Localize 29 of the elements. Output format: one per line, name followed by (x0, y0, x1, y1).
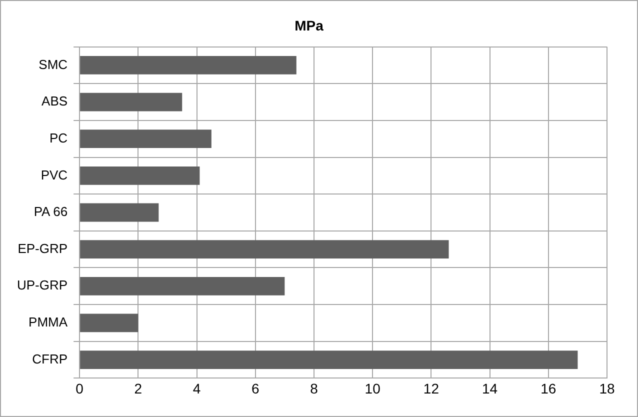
x-tick-label: 14 (482, 380, 498, 396)
bar (80, 130, 212, 148)
y-tick-label: ABS (42, 94, 68, 109)
y-tick-label: PA 66 (34, 204, 68, 220)
bar (80, 56, 296, 74)
y-tick-label: EP-GRP (18, 240, 68, 256)
y-tick-label: PMMA (28, 314, 68, 330)
bar (80, 92, 182, 112)
bar (80, 350, 578, 369)
chart-title: MPa (294, 17, 324, 34)
y-tick-label: CFRP (32, 351, 68, 366)
bar (80, 276, 285, 296)
x-tick-label: 12 (423, 380, 440, 396)
bar (80, 314, 138, 332)
x-tick-label: 2 (134, 380, 142, 396)
x-tick-label: 4 (192, 380, 201, 396)
bar (80, 166, 200, 185)
y-tick-label: UP-GRP (16, 278, 68, 293)
x-tick-label: 0 (76, 380, 84, 396)
x-tick-label: 18 (599, 380, 615, 396)
x-tick-label: 8 (310, 380, 318, 396)
x-tick-label: 10 (364, 380, 381, 396)
bar (80, 203, 159, 222)
y-tick-label: PC (49, 130, 68, 146)
y-tick-label: PVC (40, 167, 68, 182)
y-tick-label: SMC (38, 56, 68, 72)
bar (80, 240, 449, 259)
x-tick-label: 16 (540, 380, 556, 396)
x-tick-label: 6 (251, 380, 260, 396)
